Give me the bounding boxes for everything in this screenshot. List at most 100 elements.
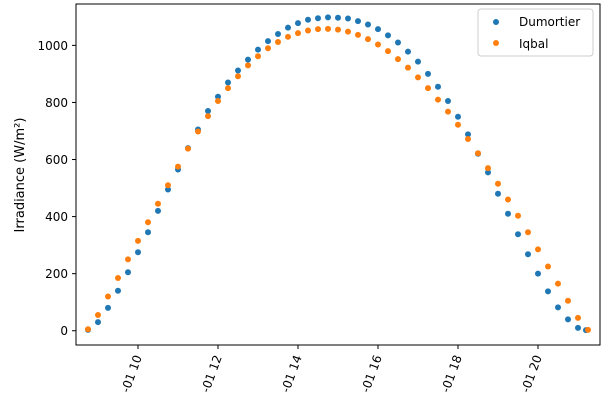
data-point [155,200,161,207]
data-point [535,246,541,253]
data-point [135,249,141,256]
data-point [345,28,351,35]
data-point [165,186,171,193]
data-point [255,53,261,60]
data-point [435,96,441,103]
data-point [325,14,331,21]
data-point [535,270,541,277]
data-point [335,14,341,21]
data-point [345,15,351,22]
y-tick-label: 600 [45,153,68,167]
data-point [445,108,451,115]
legend: Dumortier Iqbal [477,8,594,57]
data-point [315,26,321,33]
data-point [425,85,431,92]
data-point [95,319,101,326]
data-point [515,212,521,219]
data-point [355,18,361,25]
data-point [395,39,401,46]
data-point [295,30,301,37]
data-point [465,131,471,138]
data-point [315,15,321,22]
legend-marker-dumortier [493,19,499,25]
data-point [325,25,331,32]
data-point [125,269,131,276]
data-point [225,85,231,92]
data-point [305,16,311,23]
data-point [155,207,161,214]
data-point [555,280,561,287]
data-point [205,113,211,120]
data-point [475,150,481,157]
data-point [275,30,281,37]
axes-frame [75,3,601,346]
data-point [575,324,581,331]
data-point [365,36,371,43]
data-point [505,196,511,203]
data-point [505,210,511,217]
data-point [225,79,231,86]
legend-box [477,8,594,57]
y-tick-label: 1000 [37,39,68,53]
data-point [215,98,221,105]
data-point [455,121,461,128]
data-point [275,38,281,45]
data-point [135,237,141,244]
data-point [255,46,261,53]
series-iqbal [85,25,591,333]
legend-marker-iqbal [493,40,499,46]
data-point [265,38,271,45]
y-axis: 0 200 400 600 800 1000 [37,39,76,338]
data-point [285,24,291,31]
y-axis-label: Irradiance (W/m²) [13,118,28,233]
data-point [385,32,391,39]
data-point [355,31,361,38]
data-point [285,33,291,40]
data-point [165,182,171,189]
data-point [565,316,571,323]
legend-label-dumortier: Dumortier [519,15,580,29]
data-point [195,128,201,135]
data-point [115,274,121,281]
data-point [305,27,311,34]
data-point [495,190,501,197]
data-point [115,287,121,294]
data-point [425,70,431,77]
legend-label-iqbal: Iqbal [519,37,548,51]
data-point [555,304,561,311]
data-point [205,108,211,115]
y-tick-label: 800 [45,96,68,110]
data-point [175,163,181,170]
data-point [575,314,581,321]
data-point [95,312,101,319]
data-point [85,326,91,333]
data-point [545,263,551,270]
data-point [525,251,531,258]
data-point [245,62,251,69]
data-point [235,73,241,80]
data-point [265,45,271,52]
data-point [295,20,301,27]
data-point [405,64,411,71]
data-point [145,219,151,226]
y-tick-label: 400 [45,210,68,224]
data-point [485,169,491,176]
data-point [445,98,451,105]
data-point [465,135,471,142]
data-point [375,26,381,33]
data-point [395,56,401,63]
data-point [415,74,421,81]
plot-area [85,14,591,334]
data-point [375,41,381,48]
data-point [405,48,411,55]
data-point [495,180,501,187]
data-point [415,58,421,65]
data-point [545,288,551,295]
data-point [485,165,491,172]
y-tick-label: 200 [45,267,68,281]
data-point [235,67,241,74]
data-point [435,83,441,90]
data-point [585,326,591,333]
